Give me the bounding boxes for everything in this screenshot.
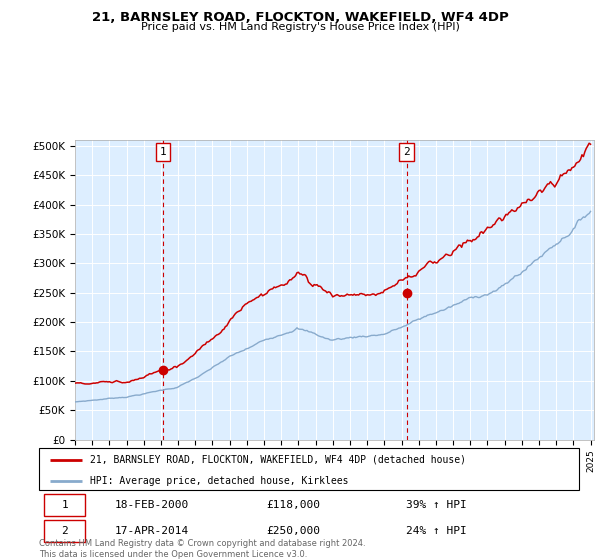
- Text: 1: 1: [61, 500, 68, 510]
- FancyBboxPatch shape: [44, 520, 85, 542]
- Text: £118,000: £118,000: [266, 500, 320, 510]
- Text: Price paid vs. HM Land Registry's House Price Index (HPI): Price paid vs. HM Land Registry's House …: [140, 22, 460, 32]
- Text: 21, BARNSLEY ROAD, FLOCKTON, WAKEFIELD, WF4 4DP (detached house): 21, BARNSLEY ROAD, FLOCKTON, WAKEFIELD, …: [90, 455, 466, 465]
- Text: 1: 1: [160, 147, 166, 157]
- Text: £250,000: £250,000: [266, 526, 320, 536]
- Text: 2: 2: [403, 147, 410, 157]
- Text: Contains HM Land Registry data © Crown copyright and database right 2024.
This d: Contains HM Land Registry data © Crown c…: [39, 539, 365, 559]
- Text: 21, BARNSLEY ROAD, FLOCKTON, WAKEFIELD, WF4 4DP: 21, BARNSLEY ROAD, FLOCKTON, WAKEFIELD, …: [92, 11, 508, 24]
- Text: 18-FEB-2000: 18-FEB-2000: [115, 500, 189, 510]
- Text: 24% ↑ HPI: 24% ↑ HPI: [406, 526, 467, 536]
- Text: 17-APR-2014: 17-APR-2014: [115, 526, 189, 536]
- Text: HPI: Average price, detached house, Kirklees: HPI: Average price, detached house, Kirk…: [90, 476, 349, 486]
- FancyBboxPatch shape: [44, 494, 85, 516]
- Text: 39% ↑ HPI: 39% ↑ HPI: [406, 500, 467, 510]
- Text: 2: 2: [61, 526, 68, 536]
- FancyBboxPatch shape: [39, 448, 579, 490]
